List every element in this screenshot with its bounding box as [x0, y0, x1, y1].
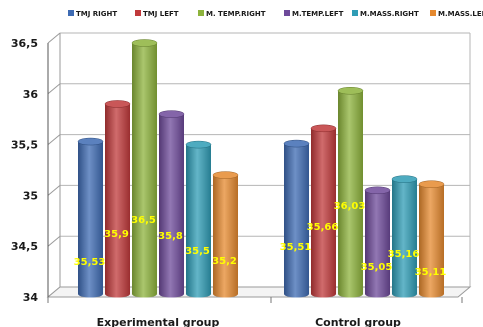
- legend-item: M.MASS.LEFT: [430, 10, 483, 18]
- y-tick-label: 36: [23, 88, 39, 101]
- y-tick-label: 35,5: [11, 139, 38, 152]
- legend-item: TMJ RIGHT: [68, 10, 117, 18]
- bar: [418, 180, 445, 298]
- legend-label: M. TEMP.RIGHT: [206, 10, 266, 18]
- data-label: 35,2: [212, 256, 237, 267]
- legend-swatch: [198, 10, 204, 16]
- gridline-diag: [47, 83, 61, 95]
- data-label: 35,05: [361, 262, 393, 273]
- gridline-diag: [47, 134, 61, 145]
- y-tick-label: 34,5: [11, 240, 38, 253]
- bar-body: [159, 114, 184, 298]
- bar-top: [212, 171, 239, 179]
- bar-body: [284, 143, 309, 298]
- bar-top: [391, 175, 418, 183]
- category-label: Control group: [315, 316, 401, 327]
- bar-top: [337, 87, 364, 95]
- data-label: 35,9: [104, 229, 129, 240]
- data-label: 35,66: [307, 222, 339, 233]
- bar-body: [311, 128, 336, 298]
- legend-swatch: [430, 10, 436, 16]
- legend-item: TMJ LEFT: [135, 10, 179, 18]
- legend-swatch: [352, 10, 358, 16]
- y-tick-label: 34: [23, 291, 39, 304]
- data-label: 36,03: [334, 201, 366, 212]
- category-labels: Experimental group Control group: [97, 316, 401, 327]
- gridline-diag: [47, 235, 61, 247]
- data-labels: 35,53 35,936,535,835,535,2 35,51 35,66 36,03…: [74, 201, 447, 278]
- y-tick-label: 35: [23, 189, 38, 202]
- bar-top: [418, 180, 445, 188]
- bar-body: [105, 103, 130, 298]
- bar-top: [310, 124, 337, 133]
- bar-body: [186, 144, 211, 298]
- bar: [337, 87, 364, 298]
- data-label: 35,16: [388, 249, 420, 260]
- y-tick-label: 36,5: [11, 37, 38, 50]
- bar: [158, 110, 185, 298]
- bar-top: [283, 139, 310, 148]
- legend: TMJ RIGHT TMJ LEFT M. TEMP.RIGHT M.TEMP.LEF…: [68, 10, 483, 18]
- legend-item: M.TEMP.LEFT: [284, 10, 344, 18]
- data-label: 36,5: [131, 215, 156, 226]
- gridline-diag: [47, 32, 61, 44]
- bar-body: [78, 141, 103, 298]
- legend-label: TMJ LEFT: [143, 10, 179, 18]
- data-label: 35,8: [158, 231, 183, 242]
- gridline-diag: [47, 185, 61, 196]
- legend-item: M.MASS.RIGHT: [352, 10, 419, 18]
- bar-top: [185, 140, 212, 149]
- bar: [391, 175, 418, 298]
- legend-label: M.TEMP.LEFT: [292, 10, 344, 18]
- bar: [212, 171, 239, 298]
- data-label: 35,51: [280, 242, 312, 253]
- legend-label: M.MASS.RIGHT: [360, 10, 419, 18]
- y-tick-labels: 34 34,5 35 35,5 36 36,5: [11, 37, 38, 304]
- bar-top: [104, 100, 131, 108]
- legend-item: M. TEMP.RIGHT: [198, 10, 266, 18]
- data-label: 35,11: [415, 267, 447, 278]
- bar-body: [213, 175, 238, 298]
- bar-top: [131, 39, 158, 47]
- bar: [131, 39, 158, 298]
- bar-body: [365, 190, 390, 298]
- bar-top: [77, 137, 104, 146]
- bar: [104, 100, 131, 298]
- data-label: 35,53: [74, 257, 106, 268]
- bar-body: [419, 184, 444, 298]
- bar: [283, 139, 310, 298]
- bar: [364, 186, 391, 298]
- bar-body: [392, 179, 417, 298]
- category-label: Experimental group: [97, 316, 220, 327]
- legend-swatch: [135, 10, 141, 16]
- legend-swatch: [284, 10, 290, 16]
- data-label: 35,5: [185, 246, 210, 257]
- bar: [77, 137, 104, 298]
- bar: [185, 140, 212, 298]
- legend-swatch: [68, 10, 74, 16]
- bars: [77, 39, 445, 298]
- bar-top: [158, 110, 185, 118]
- legend-label: TMJ RIGHT: [76, 10, 117, 18]
- bar-body: [132, 43, 157, 298]
- bar: [310, 124, 337, 298]
- bar-top: [364, 186, 391, 195]
- bar-body: [338, 90, 363, 298]
- legend-label: M.MASS.LEFT: [438, 10, 483, 18]
